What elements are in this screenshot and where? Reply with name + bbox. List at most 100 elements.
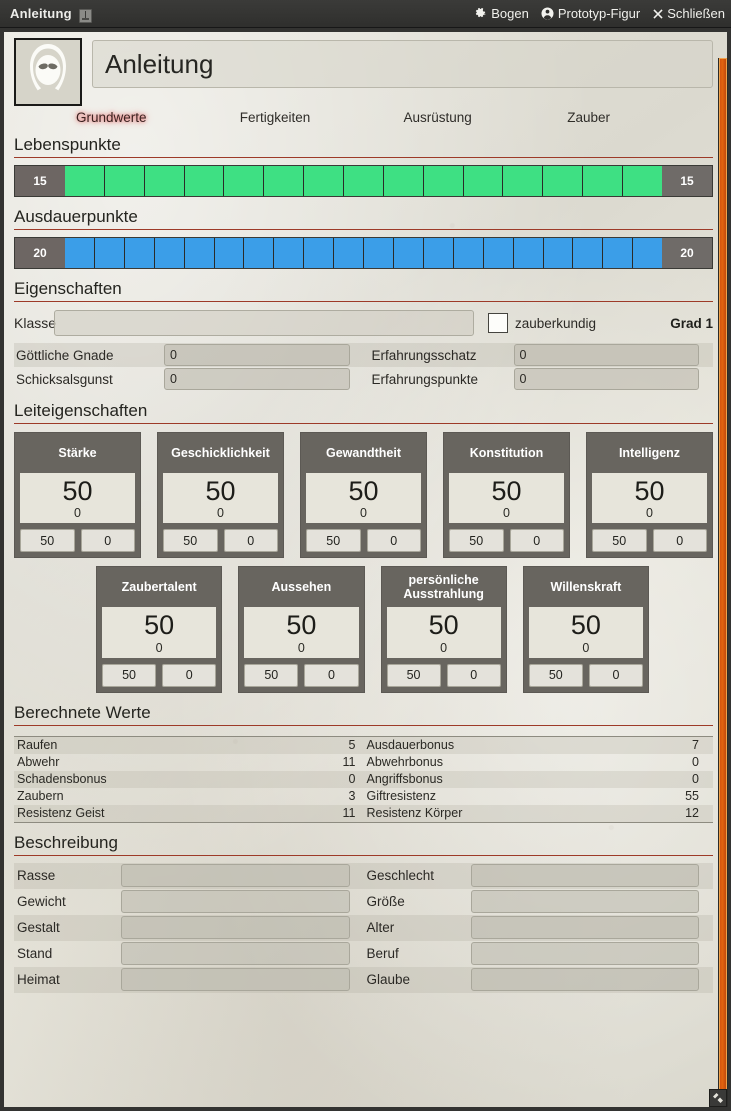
point-segment[interactable] bbox=[104, 166, 145, 196]
beschreibung-input[interactable] bbox=[121, 890, 350, 914]
beschreibung-input[interactable] bbox=[121, 968, 350, 992]
point-segment[interactable] bbox=[224, 166, 265, 196]
attribute-main-value: 50 bbox=[428, 610, 459, 641]
character-name-field[interactable]: Anleitung bbox=[92, 40, 713, 88]
tab-zauber[interactable]: Zauber bbox=[567, 110, 611, 125]
eigenschaft-value[interactable]: 0 bbox=[164, 344, 350, 366]
point-segment[interactable] bbox=[423, 238, 454, 268]
point-segment[interactable] bbox=[304, 166, 345, 196]
beschreibung-input[interactable] bbox=[470, 864, 699, 888]
tab-grundwerte[interactable]: Grundwerte bbox=[76, 110, 147, 125]
point-segment[interactable] bbox=[483, 238, 514, 268]
title-bar: Anleitung Bogen Prototyp-Figur Schließen bbox=[0, 0, 731, 28]
point-segment[interactable] bbox=[65, 166, 105, 196]
attribute-input-base[interactable]: 50 bbox=[449, 529, 504, 553]
point-segment[interactable] bbox=[543, 238, 574, 268]
attribute-row-secondary: Zaubertalent 50 0 50 0 Aussehen 50 0 50 0 persönli… bbox=[14, 566, 713, 693]
beschreibung-input[interactable] bbox=[121, 916, 350, 940]
vertical-scrollbar[interactable] bbox=[718, 58, 728, 1107]
lebenspunkte-bar[interactable]: 15 15 bbox=[14, 165, 713, 197]
ausdauerpunkte-current[interactable]: 20 bbox=[15, 238, 65, 268]
attribute-input-bonus[interactable]: 0 bbox=[509, 529, 564, 553]
point-segment[interactable] bbox=[503, 166, 544, 196]
point-segment[interactable] bbox=[124, 238, 155, 268]
ausdauerpunkte-segments[interactable] bbox=[65, 238, 663, 268]
attribute-input-base[interactable]: 50 bbox=[386, 663, 441, 687]
attribute-input-bonus[interactable]: 0 bbox=[366, 529, 421, 553]
point-segment[interactable] bbox=[423, 166, 464, 196]
beschreibung-input[interactable] bbox=[470, 968, 699, 992]
attribute-input-base[interactable]: 50 bbox=[592, 529, 647, 553]
point-segment[interactable] bbox=[214, 238, 245, 268]
eigenschaft-value[interactable]: 0 bbox=[513, 368, 699, 390]
prototyp-figur-button[interactable]: Prototyp-Figur bbox=[541, 6, 640, 21]
attribute-row-primary: Stärke 50 0 50 0 Geschicklichkeit 50 0 50 0 Gewand… bbox=[14, 432, 713, 559]
attribute-input-bonus[interactable]: 0 bbox=[162, 663, 217, 687]
attribute-input-base[interactable]: 50 bbox=[102, 663, 157, 687]
close-button[interactable]: Schließen bbox=[652, 6, 725, 21]
ausdauerpunkte-bar[interactable]: 20 20 bbox=[14, 237, 713, 269]
point-segment[interactable] bbox=[264, 166, 305, 196]
point-segment[interactable] bbox=[184, 166, 225, 196]
point-segment[interactable] bbox=[543, 166, 584, 196]
beschreibung-input[interactable] bbox=[470, 942, 699, 966]
point-segment[interactable] bbox=[393, 238, 424, 268]
point-segment[interactable] bbox=[463, 166, 504, 196]
attribute-input-base[interactable]: 50 bbox=[306, 529, 361, 553]
klasse-input[interactable] bbox=[54, 310, 474, 336]
point-segment[interactable] bbox=[633, 238, 663, 268]
point-segment[interactable] bbox=[94, 238, 125, 268]
point-segment[interactable] bbox=[244, 238, 275, 268]
point-segment[interactable] bbox=[453, 238, 484, 268]
attribute-input-bonus[interactable]: 0 bbox=[652, 529, 707, 553]
point-segment[interactable] bbox=[184, 238, 215, 268]
point-segment[interactable] bbox=[623, 166, 662, 196]
attribute-input-base[interactable]: 50 bbox=[163, 529, 218, 553]
point-segment[interactable] bbox=[364, 238, 394, 268]
avatar[interactable] bbox=[14, 38, 82, 106]
point-segment[interactable] bbox=[383, 166, 424, 196]
zauberkundig-checkbox[interactable] bbox=[488, 313, 508, 333]
point-segment[interactable] bbox=[573, 238, 604, 268]
point-segment[interactable] bbox=[344, 166, 384, 196]
calc-value: 12 bbox=[685, 806, 699, 821]
ausdauerpunkte-max[interactable]: 20 bbox=[662, 238, 712, 268]
point-segment[interactable] bbox=[154, 238, 185, 268]
section-title-ausdauerpunkte: Ausdauerpunkte bbox=[14, 207, 713, 230]
calc-cell: Angriffsbonus 0 bbox=[364, 772, 714, 786]
point-segment[interactable] bbox=[513, 238, 544, 268]
attribute-input-bonus[interactable]: 0 bbox=[588, 663, 643, 687]
point-segment[interactable] bbox=[603, 238, 634, 268]
attribute-input-bonus[interactable]: 0 bbox=[223, 529, 278, 553]
point-segment[interactable] bbox=[334, 238, 365, 268]
tab-fertigkeiten[interactable]: Fertigkeiten bbox=[239, 110, 311, 125]
lebenspunkte-current[interactable]: 15 bbox=[15, 166, 65, 196]
resize-handle[interactable] bbox=[709, 1089, 727, 1107]
point-segment[interactable] bbox=[274, 238, 305, 268]
attribute-input-bonus[interactable]: 0 bbox=[304, 663, 359, 687]
bogen-button[interactable]: Bogen bbox=[474, 6, 529, 21]
beschreibung-input[interactable] bbox=[470, 916, 699, 940]
attribute-input-bonus[interactable]: 0 bbox=[446, 663, 501, 687]
point-segment[interactable] bbox=[583, 166, 624, 196]
attribute-input-base[interactable]: 50 bbox=[20, 529, 75, 553]
attribute-card: Aussehen 50 0 50 0 bbox=[238, 566, 365, 693]
eigenschaft-value[interactable]: 0 bbox=[164, 368, 350, 390]
lebenspunkte-segments[interactable] bbox=[65, 166, 662, 196]
scrollbar-thumb[interactable] bbox=[719, 58, 727, 1098]
lebenspunkte-max[interactable]: 15 bbox=[662, 166, 712, 196]
beschreibung-input[interactable] bbox=[121, 864, 350, 888]
eigenschaft-value[interactable]: 0 bbox=[513, 344, 699, 366]
point-segment[interactable] bbox=[304, 238, 335, 268]
calc-row: Raufen 5 Ausdauerbonus 7 bbox=[14, 736, 713, 754]
attribute-sub-value: 0 bbox=[503, 506, 510, 521]
attribute-input-bonus[interactable]: 0 bbox=[80, 529, 135, 553]
point-segment[interactable] bbox=[144, 166, 185, 196]
beschreibung-input[interactable] bbox=[121, 942, 350, 966]
point-segment[interactable] bbox=[65, 238, 95, 268]
tab-ausruestung[interactable]: Ausrüstung bbox=[403, 110, 472, 125]
attribute-input-base[interactable]: 50 bbox=[528, 663, 583, 687]
attribute-main-value: 50 bbox=[348, 476, 379, 506]
attribute-input-base[interactable]: 50 bbox=[244, 663, 299, 687]
beschreibung-input[interactable] bbox=[470, 890, 699, 914]
